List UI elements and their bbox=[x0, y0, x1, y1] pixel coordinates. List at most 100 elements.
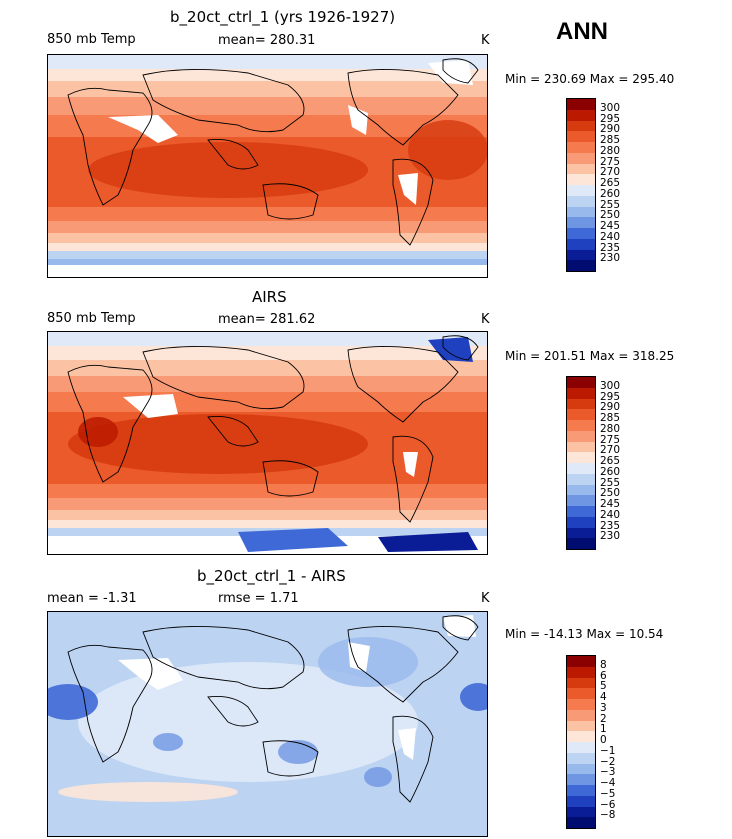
panel2-colorbar-label: 230 bbox=[600, 530, 621, 543]
panel1-colorbar-label: 230 bbox=[600, 252, 621, 265]
panel1-colorbar-swatch bbox=[567, 109, 595, 121]
panel3-colorbar-label: −6 bbox=[600, 798, 616, 811]
panel1-colorbar-swatch bbox=[567, 217, 595, 228]
panel1-colorbar-label: 295 bbox=[600, 112, 621, 125]
panel1-colorbar-label: 240 bbox=[600, 230, 621, 243]
panel3-colorbar-label: 5 bbox=[600, 680, 607, 693]
panel1-colorbar-label: 280 bbox=[600, 144, 621, 157]
panel2-colorbar-label: 270 bbox=[600, 444, 621, 457]
panel1-colorbar-label: 285 bbox=[600, 134, 621, 146]
panel3-colorbar-swatch bbox=[567, 666, 595, 678]
panel2-colorbar-swatch bbox=[567, 430, 595, 442]
panel3-colorbar-swatch bbox=[567, 699, 595, 710]
panel3-colorbar-label: 2 bbox=[600, 712, 607, 725]
panel3-colorbar-swatch bbox=[567, 731, 595, 742]
panel2-colorbar-swatch bbox=[567, 473, 595, 485]
panel1-colorbar-swatch bbox=[567, 163, 595, 175]
panel3-colorbar-swatch bbox=[567, 656, 595, 667]
panel3-colorbar-swatch bbox=[567, 677, 595, 689]
panel1-colorbar-swatch bbox=[567, 142, 595, 153]
panel3-colorbar-swatch bbox=[567, 720, 595, 732]
panel3-colorbar-label: −2 bbox=[600, 755, 616, 768]
panel2-colorbar-swatch bbox=[567, 463, 595, 474]
panel3-minmax: Min = -14.13 Max = 10.54 bbox=[505, 627, 664, 641]
panel3-colorbar-label: 3 bbox=[600, 701, 607, 714]
panel2-colorbar-label: 240 bbox=[600, 508, 621, 521]
panel3-colorbar-swatch bbox=[567, 785, 595, 796]
panel2-minmax: Min = 201.51 Max = 318.25 bbox=[505, 349, 675, 363]
panel3-colorbar bbox=[566, 655, 596, 829]
panel3-colorbar-swatch bbox=[567, 817, 595, 828]
panel1-colorbar-label: 235 bbox=[600, 241, 621, 254]
panel3-colorbar-label: −5 bbox=[600, 787, 616, 800]
panel2-colorbar-swatch bbox=[567, 377, 595, 388]
panel2-colorbar-label: 290 bbox=[600, 401, 621, 414]
panel1-colorbar-swatch bbox=[567, 99, 595, 110]
panel1-colorbar-label: 255 bbox=[600, 198, 621, 211]
panel2-colorbar-swatch bbox=[567, 409, 595, 420]
panel2-colorbar-label: 260 bbox=[600, 465, 621, 478]
panel1-colorbar-label: 290 bbox=[600, 123, 621, 136]
panel1-colorbar bbox=[566, 98, 596, 272]
panel3-rmse-label: rmse = 1.71 bbox=[218, 591, 299, 606]
panel3-map bbox=[47, 611, 488, 837]
panel2-colorbar-label: 250 bbox=[600, 487, 621, 500]
panel1-colorbar-swatch bbox=[567, 228, 595, 239]
panel3-colorbar-label: 8 bbox=[600, 658, 607, 671]
panel1-colorbar-label: 250 bbox=[600, 209, 621, 222]
panel1-colorbar-label: 245 bbox=[600, 220, 621, 232]
panel2-colorbar-swatch bbox=[567, 538, 595, 549]
panel1-colorbar-swatch bbox=[567, 195, 595, 207]
panel1-minmax: Min = 230.69 Max = 295.40 bbox=[505, 72, 675, 86]
panel3-units: K bbox=[481, 591, 490, 606]
panel1-colorbar-swatch bbox=[567, 174, 595, 185]
panel1-title: b_20ct_ctrl_1 (yrs 1926-1927) bbox=[170, 8, 396, 26]
panel1-colorbar-swatch bbox=[567, 249, 595, 261]
panel3-colorbar-swatch bbox=[567, 752, 595, 764]
panel3-colorbar-label: −1 bbox=[600, 744, 616, 757]
panel3-colorbar-label: 4 bbox=[600, 691, 607, 703]
panel3-mean-label: mean = -1.31 bbox=[47, 591, 137, 606]
panel2-colorbar-swatch bbox=[567, 387, 595, 399]
panel1-left-label: 850 mb Temp bbox=[47, 32, 136, 47]
panel3-colorbar-label: −4 bbox=[600, 777, 616, 789]
panel1-colorbar-label: 270 bbox=[600, 166, 621, 179]
panel3-colorbar-label: 1 bbox=[600, 723, 607, 736]
panel3-colorbar-swatch bbox=[567, 742, 595, 753]
panel2-colorbar-label: 255 bbox=[600, 476, 621, 489]
panel2-units: K bbox=[481, 312, 490, 327]
panel2-colorbar-label: 275 bbox=[600, 433, 621, 446]
panel2-map bbox=[47, 331, 488, 555]
panel2-colorbar-label: 285 bbox=[600, 412, 621, 424]
panel2-colorbar-swatch bbox=[567, 495, 595, 506]
panel2-colorbar-swatch bbox=[567, 484, 595, 496]
panel1-colorbar-swatch bbox=[567, 131, 595, 142]
panel3-colorbar-label: 0 bbox=[600, 734, 607, 746]
panel3-colorbar-label: −3 bbox=[600, 766, 616, 779]
panel3-colorbar-swatch bbox=[567, 688, 595, 699]
panel2-colorbar-label: 295 bbox=[600, 390, 621, 403]
panel1-colorbar-label: 275 bbox=[600, 155, 621, 168]
panel3-title: b_20ct_ctrl_1 - AIRS bbox=[197, 567, 346, 585]
panel2-title: AIRS bbox=[252, 288, 287, 306]
panel1-units: K bbox=[481, 33, 490, 48]
panel3-colorbar-swatch bbox=[567, 795, 595, 807]
panel2-colorbar-label: 265 bbox=[600, 455, 621, 467]
panel1-colorbar-label: 265 bbox=[600, 177, 621, 189]
panel2-colorbar-label: 235 bbox=[600, 519, 621, 532]
panel2-colorbar-label: 300 bbox=[600, 379, 621, 392]
panel2-colorbar bbox=[566, 376, 596, 550]
panel3-colorbar-swatch bbox=[567, 774, 595, 785]
panel1-colorbar-swatch bbox=[567, 260, 595, 271]
panel3-colorbar-swatch bbox=[567, 806, 595, 818]
panel1-colorbar-label: 260 bbox=[600, 187, 621, 200]
panel3-colorbar-swatch bbox=[567, 763, 595, 775]
panel3-colorbar-label: 6 bbox=[600, 669, 607, 682]
panel1-colorbar-label: 300 bbox=[600, 101, 621, 114]
panel2-colorbar-label: 245 bbox=[600, 498, 621, 510]
panel1-colorbar-swatch bbox=[567, 206, 595, 218]
panel2-colorbar-swatch bbox=[567, 516, 595, 528]
panel1-colorbar-swatch bbox=[567, 238, 595, 250]
panel2-colorbar-swatch bbox=[567, 398, 595, 410]
panel2-left-label: 850 mb Temp bbox=[47, 311, 136, 326]
